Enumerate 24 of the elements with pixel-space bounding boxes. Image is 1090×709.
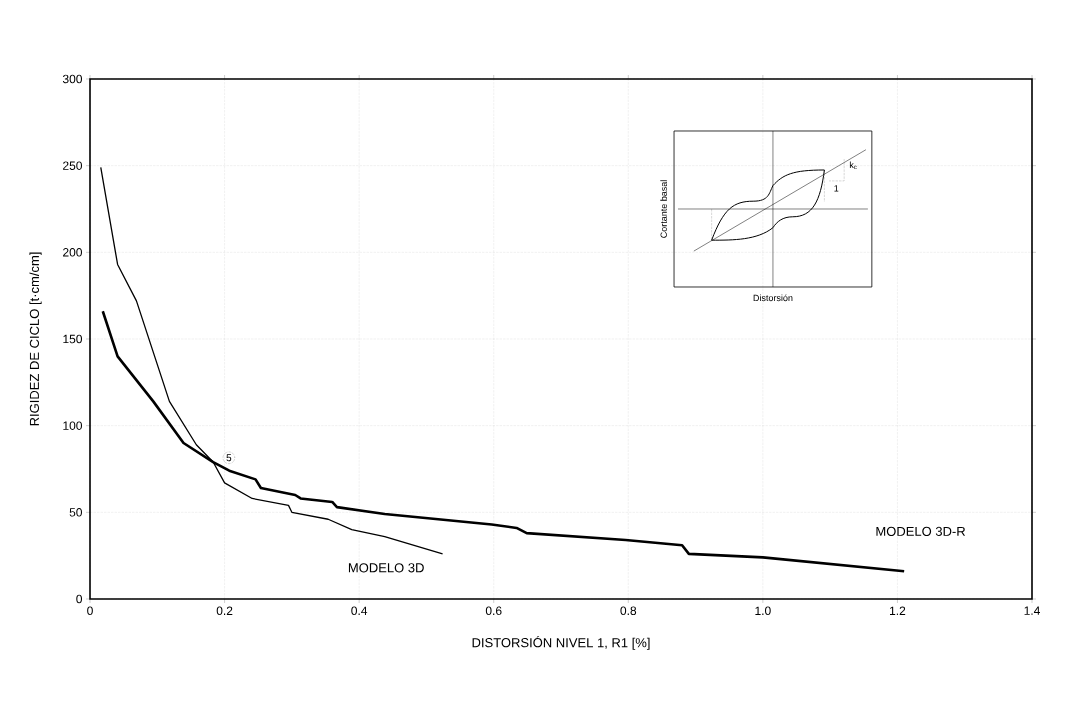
annotation: Distorsión [753, 294, 793, 302]
y-tick-label: 300 [62, 74, 83, 84]
y-axis-title: RIGIDEZ DE CICLO [t·cm/cm] [29, 252, 42, 426]
x-tick-label: 1.0 [755, 606, 771, 616]
series-label: MODELO 3D [348, 563, 424, 573]
y-tick-label: 50 [69, 508, 83, 517]
y-tick-label: 150 [63, 334, 83, 344]
x-tick-label: 0.2 [216, 606, 233, 616]
x-axis-title: DISTORSIÓN NIVEL 1, R1 [%] [472, 635, 650, 650]
x-tick-label: 1.2 [890, 606, 906, 615]
y-tick-label: 0 [76, 594, 83, 604]
x-tick-label: 0.4 [351, 606, 368, 616]
y-tick-label: 200 [63, 248, 83, 257]
text: MODELO 3D-R [876, 526, 966, 536]
x-tick-label: 0.8 [620, 606, 637, 616]
annotation: 1 [834, 185, 839, 192]
y-tick-label: 100 [63, 421, 83, 430]
x-tick-label: 0.6 [485, 606, 502, 616]
annotation: Cortante basal [660, 180, 667, 238]
x-tick-label: 1.4 [1024, 606, 1040, 615]
annotation: 5 [226, 454, 232, 462]
x-tick-label: 0 [87, 606, 93, 616]
annotation: k$_{c}$ [849, 161, 857, 170]
y-tick-label: 250 [63, 161, 83, 170]
